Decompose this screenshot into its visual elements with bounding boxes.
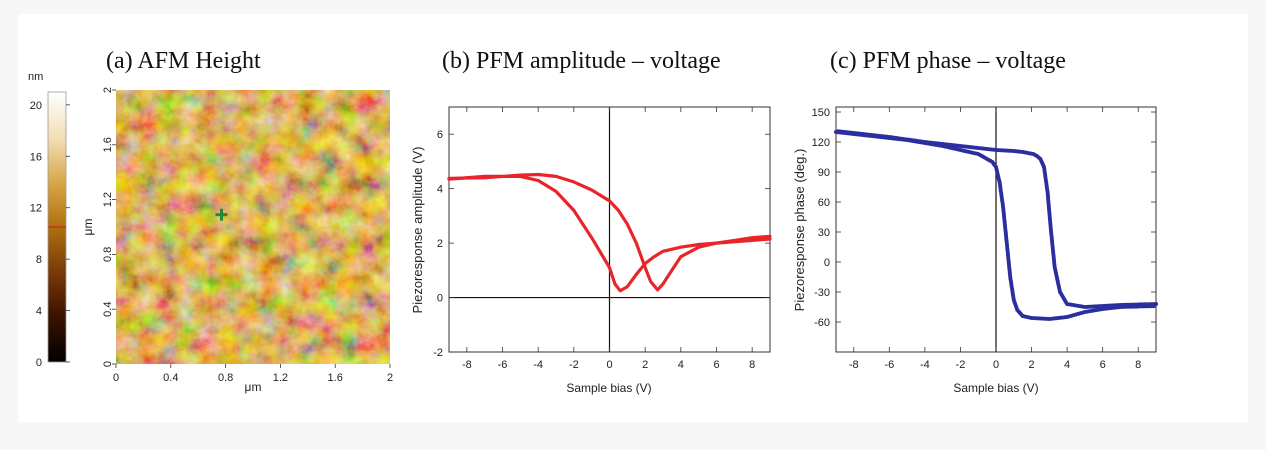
amplitude-series [447,172,772,293]
x-tick-label: -2 [956,359,966,371]
chart-b-title: (b) PFM amplitude – voltage [442,48,721,74]
afm-x-tick-label: 0 [113,372,119,384]
x-tick-label: -4 [533,359,543,371]
amplitude-xlabel: Sample bias (V) [566,381,651,395]
y-tick-label: -2 [433,347,443,359]
afm-height-image [116,90,390,364]
colorbar-tick-label: 8 [36,254,42,266]
phase-ticks: -8 -6 -4 -2 0 2 4 6 8 -60 -30 0 30 60 90 120 150 [812,107,1156,371]
afm-x-tick-label: 2 [387,372,393,384]
figure-panel: (a) AFM Height (b) PFM amplitude – volta… [18,14,1248,422]
colorbar-unit-label: nm [28,71,43,83]
x-tick-label: -6 [498,359,508,371]
y-tick-label: -60 [814,317,830,329]
colorbar-tick-label: 12 [30,203,42,215]
y-tick-label: 2 [437,238,443,250]
y-tick-label: 90 [818,167,830,179]
phase-xlabel: Sample bias (V) [953,381,1038,395]
x-tick-label: -6 [884,359,894,371]
afm-y-tick-label: 0 [102,361,114,367]
x-tick-label: 0 [993,359,999,371]
y-tick-label: -30 [814,287,830,299]
x-tick-label: 0 [606,359,612,371]
afm-y-tick-label: 1.6 [102,137,114,152]
afm-y-tick-label: 2 [102,87,114,93]
afm-x-tick-label: 1.2 [273,372,288,384]
y-tick-label: 60 [818,197,830,209]
afm-y-tick-label: 0.4 [102,302,114,317]
x-tick-label: -4 [920,359,930,371]
afm-position-marker [215,208,228,221]
colorbar-tick-label: 0 [36,357,42,369]
afm-x-ticks: 0 0.4 0.8 1.2 1.6 2 [113,364,393,384]
afm-y-ticks: 0 0.4 0.8 1.2 1.6 2 [102,87,116,367]
chart-a-title: (a) AFM Height [106,48,261,74]
afm-height-panel: nm 0 4 8 12 16 20 0 0.4 0.8 1.2 1.6 2 0 0.4 0.8 1.2 1.… [28,71,393,394]
amplitude-ticks: -8 -6 -4 -2 0 2 4 6 8 -2 0 2 4 6 [433,107,770,371]
afm-xlabel: μm [245,380,262,394]
y-tick-label: 6 [437,129,443,141]
afm-y-tick-label: 0.8 [102,247,114,262]
phase-panel: -8 -6 -4 -2 0 2 4 6 8 -60 -30 0 30 60 90 120 150 Sample … [792,106,1158,395]
afm-x-tick-label: 0.8 [218,372,233,384]
x-tick-label: 8 [1135,359,1141,371]
chart-c-title: (c) PFM phase – voltage [830,48,1066,74]
phase-branch-2 [836,129,1158,309]
x-tick-label: -8 [849,359,859,371]
y-tick-label: 120 [812,137,830,149]
x-tick-label: 2 [1028,359,1034,371]
phase-point [836,129,841,134]
x-tick-label: -8 [462,359,472,371]
amplitude-branch-2 [447,172,772,292]
amplitude-panel: -8 -6 -4 -2 0 2 4 6 8 -2 0 2 4 6 Sample bias (V) Piez… [410,106,772,395]
colorbar-tick-label: 20 [30,100,42,112]
colorbar-tick-label: 16 [30,151,42,163]
phase-series [834,129,1158,321]
figure-canvas: (a) AFM Height (b) PFM amplitude – volta… [28,48,1158,395]
colorbar-tick-label: 4 [36,306,42,318]
y-tick-label: 0 [824,257,830,269]
x-tick-label: 8 [749,359,755,371]
y-tick-label: 4 [437,184,443,196]
y-tick-label: 150 [812,107,830,119]
colorbar-ticks: 0 4 8 12 16 20 [30,100,70,369]
x-tick-label: 4 [1064,359,1070,371]
x-tick-label: -2 [569,359,579,371]
amplitude-axes [449,107,770,352]
x-tick-label: 4 [678,359,684,371]
afm-x-tick-label: 0.4 [163,372,178,384]
afm-x-tick-label: 1.6 [328,372,343,384]
x-tick-label: 6 [1100,359,1106,371]
x-tick-label: 2 [642,359,648,371]
y-tick-label: 0 [437,293,443,305]
y-tick-label: 30 [818,227,830,239]
afm-ylabel: μm [81,219,95,236]
afm-y-tick-label: 1.2 [102,192,114,207]
x-tick-label: 6 [713,359,719,371]
amplitude-ylabel: Piezoresponse amplitude (V) [410,147,425,314]
phase-ylabel: Piezoresponse phase (deg.) [792,149,807,312]
